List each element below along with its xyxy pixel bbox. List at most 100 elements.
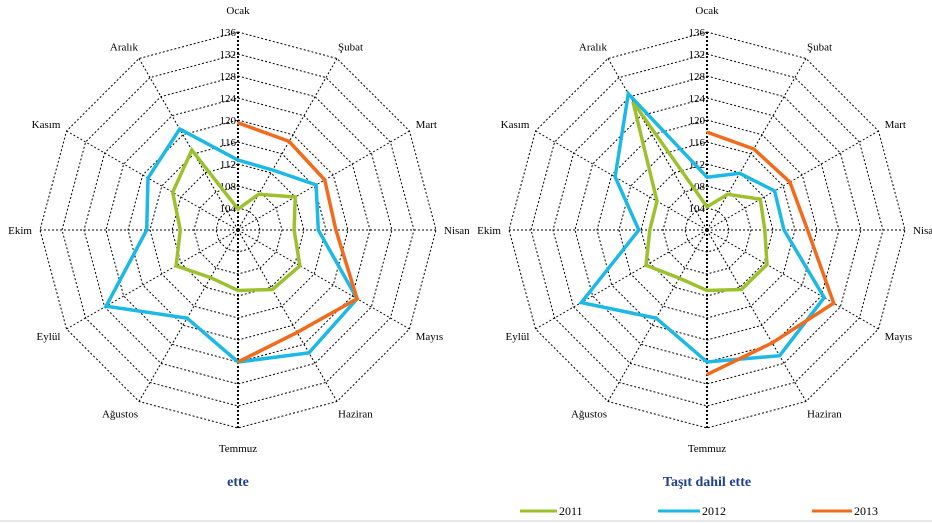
legend-label-2013: 2013 <box>854 504 878 518</box>
data-point-2012-ocak <box>237 159 239 161</box>
data-point-2011-nisan <box>764 229 766 231</box>
data-point-2013-mart <box>323 179 326 181</box>
tick-label-124: 124 <box>220 93 237 105</box>
category-label-ocak: Ocak <box>695 5 719 17</box>
data-point-2011-kasim <box>656 200 658 202</box>
data-point-2013-subat <box>288 140 290 143</box>
tick-label-120: 120 <box>689 115 706 127</box>
tick-label-116: 116 <box>689 137 706 149</box>
spoke-haziran <box>237 229 338 402</box>
category-label-ekim: Ekim <box>8 225 32 237</box>
data-point-2011-subat <box>726 193 729 196</box>
data-point-2013-nisan <box>806 229 809 231</box>
radar-chart-tasit-dahil: 104108112116120124128132136OcakŞubatMart… <box>477 5 932 455</box>
category-label-kasim: Kasım <box>501 119 530 131</box>
data-point-2012-ekim <box>145 229 148 231</box>
category-label-haziran: Haziran <box>338 409 373 421</box>
data-point-2011-temmuz <box>706 289 708 292</box>
category-label-ocak: Ocak <box>226 5 250 17</box>
category-label-mayis: Mayıs <box>885 331 913 343</box>
tick-label-116: 116 <box>220 137 237 149</box>
category-label-temmuz: Temmuz <box>688 443 726 455</box>
data-point-2011-ocak <box>706 206 708 208</box>
data-point-2011-agustos <box>678 277 680 279</box>
data-point-2012-agustos <box>655 317 657 319</box>
legend-label-2011: 2011 <box>559 504 583 518</box>
radar-chart-ette: 104108112116120124128132136OcakŞubatMart… <box>8 5 470 455</box>
category-label-eylul: Eylül <box>37 331 61 343</box>
data-point-2012-haziran <box>308 352 310 354</box>
data-point-2012-nisan <box>783 229 785 231</box>
data-point-2011-agustos <box>209 276 212 279</box>
category-label-haziran: Haziran <box>807 409 842 421</box>
spoke-aralik <box>138 58 239 231</box>
data-point-2013-nisan <box>335 229 337 231</box>
data-point-2012-subat <box>271 169 274 171</box>
spoke-agustos <box>138 229 239 402</box>
series-line-2013 <box>706 130 836 377</box>
data-point-2012-kasim <box>147 177 149 179</box>
tick-label-128: 128 <box>689 71 706 83</box>
spoke-mayis <box>706 229 879 330</box>
spoke-eylul <box>66 229 239 330</box>
spoke-subat <box>237 58 338 231</box>
data-point-2012-aralik <box>178 128 181 130</box>
spoke-mayis <box>237 229 410 330</box>
tick-label-128: 128 <box>220 71 237 83</box>
data-point-2011-haziran <box>271 288 274 291</box>
category-label-kasim: Kasım <box>32 119 61 131</box>
spoke-aralik <box>607 58 708 231</box>
tick-label-136: 136 <box>220 27 237 39</box>
data-point-2011-temmuz <box>237 289 239 292</box>
data-point-2013-haziran <box>771 342 773 344</box>
data-point-2012-ocak <box>706 176 708 178</box>
tick-label-132: 132 <box>689 49 706 61</box>
data-point-2013-mayis <box>356 298 358 300</box>
data-point-2011-subat <box>257 193 260 196</box>
data-point-2011-eylul <box>175 265 177 267</box>
data-point-2013-ocak <box>237 122 239 124</box>
spoke-eylul <box>535 229 708 330</box>
spoke-mart <box>706 130 879 231</box>
data-point-2011-ocak <box>237 208 239 210</box>
data-point-2011-aralik <box>191 149 193 151</box>
legend-item-2013: 2013 <box>812 504 878 518</box>
data-point-2012-eylul <box>580 301 583 304</box>
tick-label-104: 104 <box>220 203 237 215</box>
category-label-subat: Şubat <box>338 41 363 53</box>
data-point-2011-mayis <box>299 265 301 267</box>
data-point-2013-temmuz <box>706 373 708 376</box>
category-label-agustos: Ağustos <box>571 409 607 421</box>
category-label-mayis: Mayıs <box>416 331 444 343</box>
data-point-2013-mart <box>789 181 791 183</box>
spoke-kasim <box>66 130 239 231</box>
data-point-2011-mayis <box>766 263 768 266</box>
spoke-agustos <box>607 229 708 402</box>
tick-label-136: 136 <box>689 27 706 39</box>
data-point-2012-mart <box>773 190 776 192</box>
data-point-2011-eylul <box>645 264 647 267</box>
data-point-2012-temmuz <box>706 361 708 363</box>
data-point-2012-mart <box>315 184 317 186</box>
data-point-2012-eylul <box>105 305 107 308</box>
data-point-2011-mart <box>759 198 762 200</box>
spoke-subat <box>706 58 807 231</box>
category-label-mart: Mart <box>416 119 437 131</box>
data-point-2011-ekim <box>179 229 182 231</box>
data-point-2011-kasim <box>171 191 174 194</box>
data-point-2011-nisan <box>293 229 295 231</box>
category-label-nisan: Nisan <box>444 225 470 237</box>
category-label-nisan: Nisan <box>913 225 932 237</box>
data-point-2011-ekim <box>649 229 651 231</box>
data-point-2012-kasim <box>614 176 616 178</box>
spoke-kasim <box>535 130 708 231</box>
data-point-2013-mayis <box>832 302 835 304</box>
category-label-aralik: Aralık <box>110 41 139 53</box>
category-label-eylul: Eylül <box>506 331 530 343</box>
tick-label-124: 124 <box>689 93 706 105</box>
legend-item-2012: 2012 <box>658 504 726 518</box>
data-point-2012-agustos <box>186 317 188 319</box>
category-label-temmuz: Temmuz <box>219 443 257 455</box>
data-point-2012-subat <box>738 172 741 175</box>
